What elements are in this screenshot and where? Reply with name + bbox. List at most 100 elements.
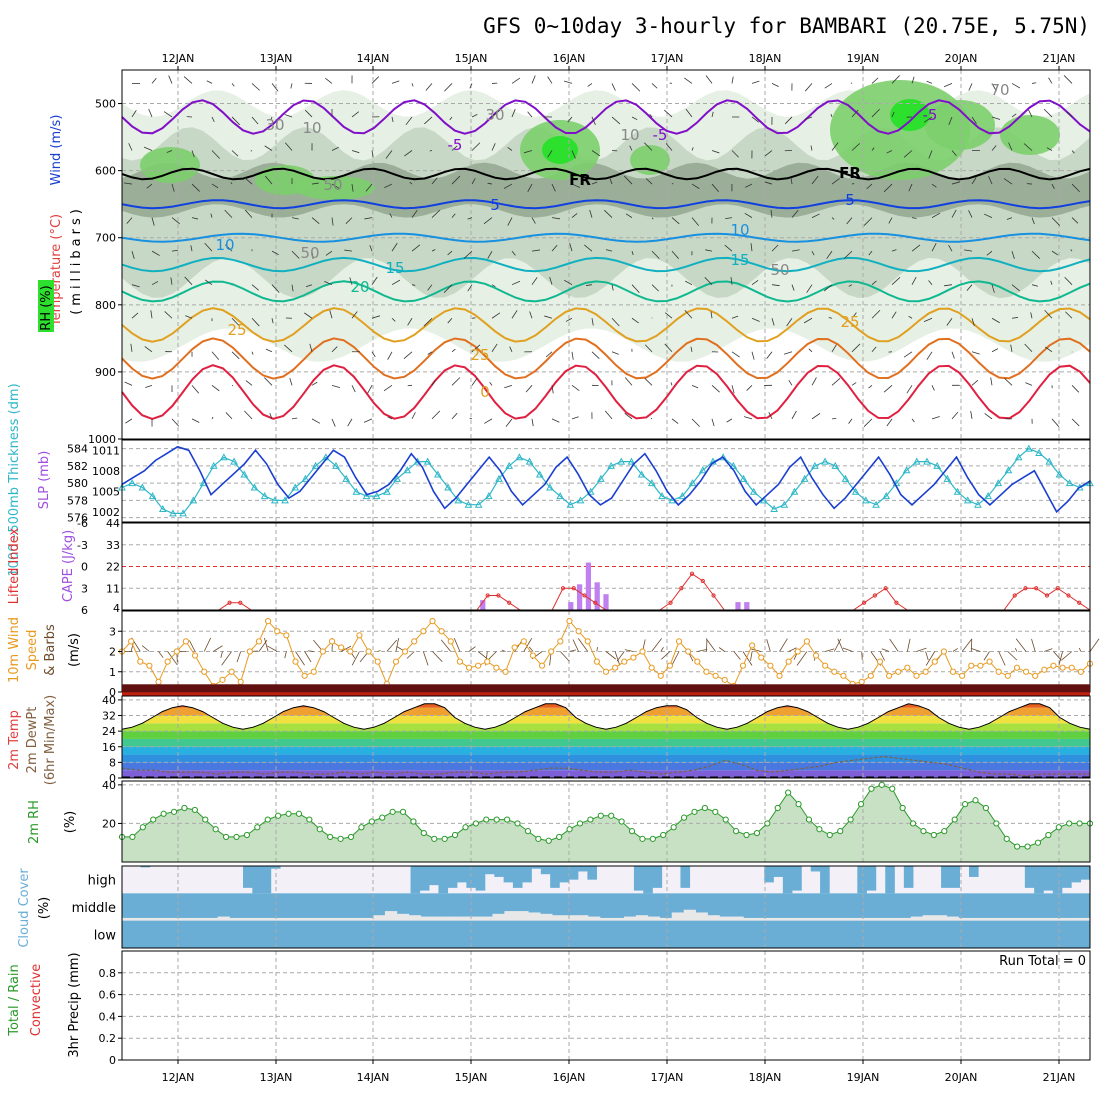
wind-barb — [531, 75, 536, 84]
wind-barb — [544, 315, 553, 319]
wind10-marker-100 — [1032, 672, 1039, 679]
wind-barb — [843, 250, 853, 259]
rh2m-marker-31 — [441, 835, 448, 842]
wind-barb — [724, 244, 733, 252]
rh2m-marker-75 — [899, 804, 906, 812]
wind-barb — [271, 318, 274, 324]
thickness-marker-44 — [566, 500, 575, 508]
wind10-marker-37 — [456, 658, 463, 665]
wind-barb — [403, 351, 413, 360]
wind10-label-3: & Barbs — [43, 624, 58, 676]
wind10-marker-97 — [1004, 672, 1011, 679]
top-date-19JAN: 19JAN — [847, 52, 880, 65]
rh2m-marker-70 — [847, 816, 854, 823]
wind-barb — [471, 113, 478, 118]
rh2m-marker-35 — [483, 816, 490, 823]
wind-barb — [429, 150, 433, 152]
wind-barb — [1011, 317, 1018, 319]
wind-barb — [1050, 280, 1053, 285]
wind-barb — [711, 111, 714, 118]
bottom-date-17JAN: 17JAN — [651, 1071, 684, 1084]
wind-barb — [125, 418, 133, 424]
wind-barb — [911, 418, 915, 423]
cloud-mid-bar-50 — [719, 916, 732, 921]
wind-barb — [511, 280, 521, 286]
wind-barb — [411, 209, 418, 218]
wind-barb — [1066, 111, 1073, 118]
cloud-mid-bar-17 — [325, 917, 338, 921]
wind-barb — [367, 385, 373, 394]
wind10-marker-50 — [575, 628, 582, 635]
wind10-tick-label-0: 3 — [109, 625, 116, 638]
wind-barb — [1043, 108, 1053, 118]
thickness-marker-29 — [413, 457, 422, 465]
wind-barb — [931, 183, 937, 188]
top-date-12JAN: 12JAN — [162, 52, 195, 65]
cloud-mid-bar-0 — [122, 917, 135, 921]
thickness-marker-60 — [729, 461, 738, 469]
cloud-high-bar-48 — [568, 866, 579, 880]
wind-barb — [971, 379, 979, 386]
cloud-mid-bar-13 — [277, 917, 290, 921]
wind-barb — [409, 181, 413, 185]
wind-barb — [971, 116, 977, 124]
wind10-marker-105 — [1077, 668, 1084, 675]
rh2m-marker-89 — [1045, 831, 1052, 839]
top-date-14JAN: 14JAN — [357, 52, 390, 65]
wind-barb — [705, 75, 713, 84]
bottom-date-12JAN: 12JAN — [162, 1071, 195, 1084]
wind-barb — [685, 280, 693, 286]
cloud-mid-bar-11 — [253, 917, 266, 921]
wind-barb — [591, 181, 598, 185]
wind-barb — [309, 343, 313, 352]
cloud-high-bar-43 — [522, 866, 532, 883]
thickness-marker-50 — [627, 457, 636, 465]
isotherm-30 — [121, 337, 1091, 380]
rh2m-marker-38 — [514, 820, 521, 827]
wind-barb — [527, 183, 533, 192]
wind-barb — [225, 244, 233, 252]
precip-tick-label-3: 0.2 — [99, 1032, 117, 1045]
wind-barb — [443, 284, 453, 293]
cloud-high-bar-101 — [1062, 866, 1072, 888]
wind-barb — [163, 111, 173, 118]
cloud-mid-bar-80 — [1078, 917, 1091, 921]
wind10-barb-37 — [453, 638, 461, 652]
wind10-marker-66 — [721, 676, 728, 683]
li-marker-36 — [507, 600, 512, 605]
wind10-barb-92 — [961, 638, 973, 652]
wind-barb — [888, 217, 893, 224]
rh2m-marker-14 — [264, 816, 271, 823]
rh2m-marker-63 — [774, 804, 781, 812]
wind10-marker-94 — [977, 662, 984, 669]
wind-barb — [931, 242, 937, 252]
rh2m-tick-label-0: 40 — [102, 779, 116, 792]
wind10-marker-64 — [703, 668, 710, 675]
cloud-mid-bar-78 — [1054, 917, 1067, 921]
wind-barb — [164, 311, 173, 319]
wind10-marker-48 — [557, 638, 564, 645]
wind-barb — [305, 284, 313, 288]
rh2m-unit: (%) — [63, 811, 78, 834]
wind-barb — [211, 116, 215, 123]
cloud-high-bar-45 — [540, 866, 551, 875]
thickness-marker-13 — [250, 483, 259, 491]
precip-legend-convective: Convective — [29, 964, 44, 1037]
wind-barb — [571, 183, 581, 188]
wind-barb — [191, 418, 200, 423]
rh2m-marker-24 — [368, 818, 375, 825]
cape-tick-2: 22 — [106, 561, 120, 574]
precip-tick-label-0: 0.8 — [99, 967, 117, 980]
cloud-mid-bar-30 — [480, 916, 493, 921]
rh2m-marker-44 — [576, 820, 584, 827]
wind10-marker-19 — [292, 658, 299, 665]
wind-barb — [329, 310, 333, 319]
wind10-marker-54 — [612, 664, 619, 671]
thickness-marker-38 — [505, 461, 514, 469]
cloud-mid-bar-4 — [169, 917, 183, 921]
wind10-marker-7 — [182, 638, 190, 645]
wind10-marker-83 — [876, 658, 884, 665]
wind-barb — [691, 183, 700, 189]
rh2m-marker-73 — [878, 781, 885, 788]
rh2m-marker-47 — [608, 812, 615, 819]
